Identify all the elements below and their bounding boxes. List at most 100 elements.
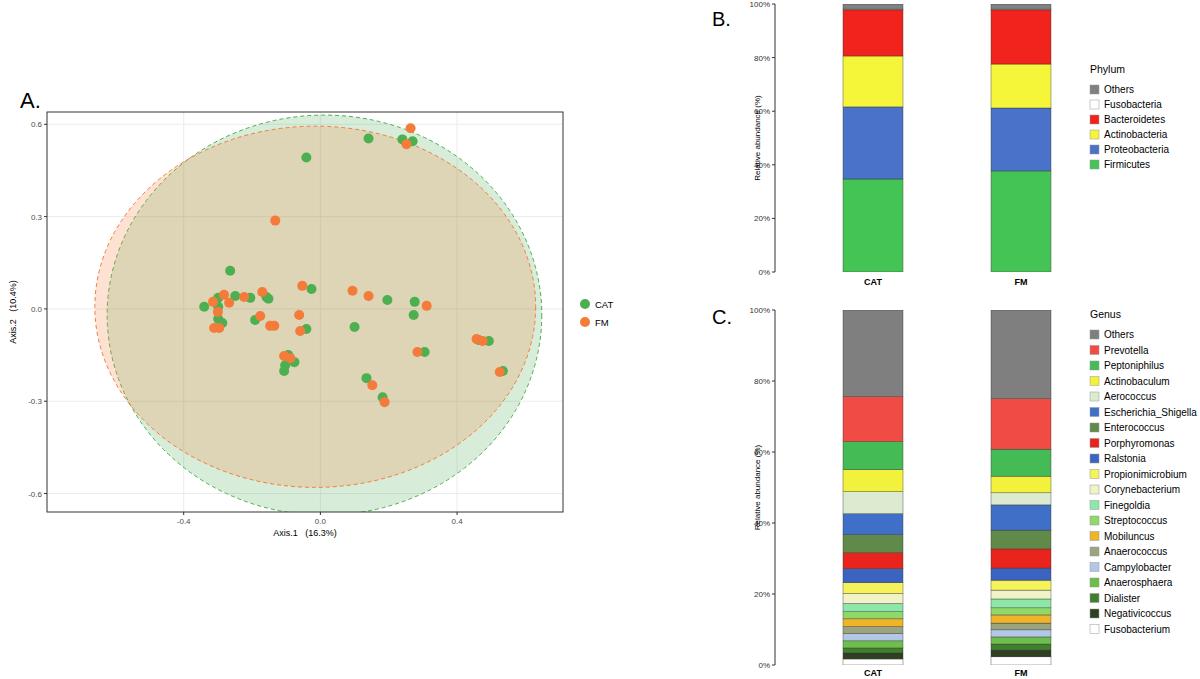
legend-label: Bacteroidetes [1104, 114, 1165, 125]
tick-label: 0% [758, 268, 770, 277]
tick [320, 512, 321, 515]
legend-swatch [1090, 423, 1099, 432]
tick [772, 665, 775, 666]
legend-swatch [1090, 130, 1099, 139]
tick-label: 20% [754, 214, 770, 223]
bar-segment [843, 492, 903, 514]
bar-segment [991, 549, 1051, 568]
point [270, 216, 280, 226]
tick-label: 0.3 [31, 213, 43, 222]
bar-segment [991, 108, 1051, 171]
bar-segment [843, 648, 903, 653]
legend-swatch [580, 317, 590, 327]
legend-label: Propionimicrobium [1104, 469, 1187, 480]
point [347, 286, 357, 296]
legend-label: Streptococcus [1104, 515, 1167, 526]
tick [44, 124, 47, 125]
legend-swatch [1090, 501, 1099, 510]
tick [772, 523, 775, 524]
legend-label: FM [595, 317, 609, 328]
tick-label: 0.0 [31, 305, 43, 314]
axis-label: Relative abundance (%) [753, 444, 762, 530]
legend-swatch [1090, 392, 1099, 401]
legend-label: Ralstonia [1104, 453, 1146, 464]
point [257, 287, 267, 297]
panel-title: B. [712, 8, 731, 30]
category-label: CAT [864, 668, 882, 678]
bar-segment [843, 594, 903, 604]
legend-swatch [1090, 377, 1099, 386]
legend-label: Actinobaculum [1104, 376, 1170, 387]
bar-segment [991, 4, 1051, 9]
legend-label: Actinobacteria [1104, 129, 1168, 140]
bar-segment [843, 583, 903, 594]
tick [772, 4, 775, 5]
point [401, 139, 411, 149]
bar-segment [843, 569, 903, 583]
tick [772, 381, 775, 382]
tick-label: 0.4 [452, 517, 464, 526]
point [380, 397, 390, 407]
legend-swatch [1090, 609, 1099, 618]
bar-segment [991, 615, 1051, 623]
legend-swatch [1090, 594, 1099, 603]
legend-swatch [1090, 85, 1099, 94]
category-label: CAT [864, 277, 882, 287]
legend-label: Fusobacterium [1104, 624, 1170, 635]
legend-swatch [1090, 361, 1099, 370]
point [213, 307, 223, 317]
tick [772, 57, 775, 58]
bar-segment [991, 637, 1051, 644]
legend-label: Peptoniphilus [1104, 360, 1164, 371]
legend-title: Genus [1090, 308, 1121, 320]
bar-segment [843, 634, 903, 641]
tick [44, 493, 47, 494]
bar-segment [991, 64, 1051, 108]
figure: A.-0.40.00.4-0.6-0.30.00.30.6Axis.1 (16.… [0, 0, 1200, 679]
bar-segment [991, 10, 1051, 64]
legend-label: Campylobacter [1104, 562, 1172, 573]
bar-segment [843, 56, 903, 107]
legend-swatch [1090, 160, 1099, 169]
point [495, 367, 505, 377]
legend-label: Fusobacteria [1104, 99, 1162, 110]
tick [772, 310, 775, 311]
point [364, 133, 374, 143]
legend-label: Finegoldia [1104, 500, 1151, 511]
tick [772, 594, 775, 595]
legend-swatch [1090, 547, 1099, 556]
tick-label: 20% [754, 590, 770, 599]
point [382, 295, 392, 305]
bar-segment [991, 657, 1051, 665]
bar-segment [843, 535, 903, 553]
point [225, 266, 235, 276]
plot-area [843, 310, 1051, 665]
panel-2: C.CATFM0%20%40%60%80%100%Relative abunda… [712, 306, 1197, 678]
tick [44, 216, 47, 217]
bar-segment [991, 568, 1051, 580]
bar-segment [991, 590, 1051, 599]
legend-label: Corynebacterium [1104, 484, 1180, 495]
legend-swatch [1090, 100, 1099, 109]
tick [457, 512, 458, 515]
tick [44, 308, 47, 309]
bar-segment [843, 627, 903, 634]
legend-label: CAT [595, 299, 613, 310]
bar-segment [991, 630, 1051, 637]
bar-segment [843, 397, 903, 442]
tick-label: -0.3 [28, 397, 42, 406]
plot-area [843, 4, 1051, 272]
legend-title: Phylum [1090, 63, 1125, 75]
bar-segment [843, 179, 903, 272]
tick [772, 218, 775, 219]
bar-segment [991, 493, 1051, 505]
point [478, 336, 488, 346]
bar-segment [991, 505, 1051, 530]
bar-segment [843, 619, 903, 627]
point [279, 366, 289, 376]
bar-segment [843, 604, 903, 612]
bar-segment [991, 476, 1051, 493]
legend-label: Dialister [1104, 593, 1141, 604]
bar-segment [991, 599, 1051, 608]
legend-label: Prevotella [1104, 345, 1149, 356]
